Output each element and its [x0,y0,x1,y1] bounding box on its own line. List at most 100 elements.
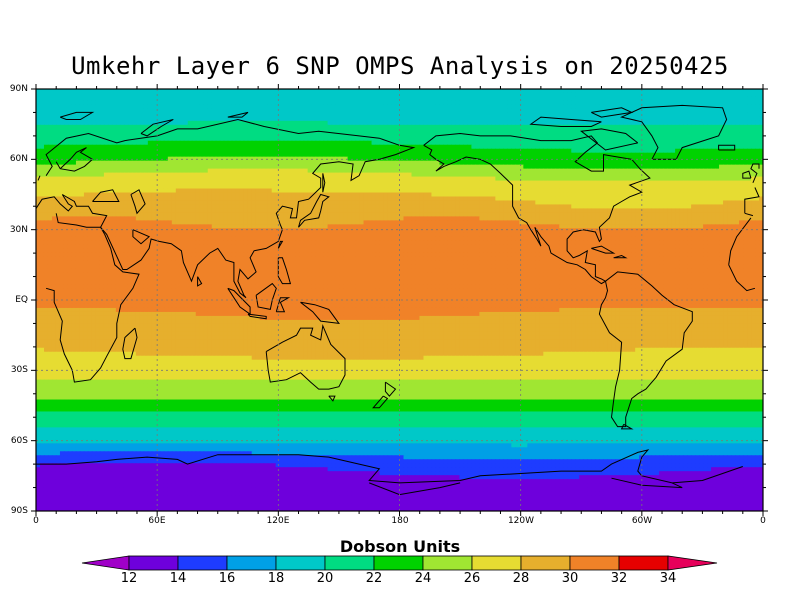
field-cell [263,196,269,202]
field-cell [183,112,189,118]
field-cell [367,168,373,174]
field-cell [395,184,401,190]
field-cell [99,180,105,186]
field-cell [379,128,385,134]
field-cell [275,144,281,150]
field-cell [411,172,417,178]
field-cell [447,140,453,146]
field-cell [511,176,516,182]
field-cell [523,116,528,122]
field-cell [115,140,121,146]
field-cell [435,92,441,98]
field-cell [399,100,405,106]
field-cell [299,116,305,122]
field-cell [287,89,293,94]
field-cell [311,152,317,158]
field-cell [643,160,648,166]
field-cell [287,172,293,178]
field-cell [363,120,369,126]
field-cell [463,152,468,158]
field-cell [387,108,393,114]
field-cell [591,184,596,190]
field-cell [127,196,133,202]
field-cell [123,100,129,106]
field-cell [379,192,385,198]
field-cell [567,172,572,178]
field-cell [115,196,121,202]
field-cell [267,116,273,122]
field-cell [715,144,720,150]
field-cell [639,100,644,106]
field-cell [131,104,137,110]
field-cell [167,92,173,98]
field-cell [195,92,201,98]
field-cell [535,124,540,130]
field-cell [227,116,233,122]
field-cell [187,188,193,194]
field-cell [663,124,668,130]
field-cell [563,96,568,102]
field-cell [635,188,640,194]
field-cell [307,180,313,186]
field-cell [155,128,161,134]
field-cell [659,108,664,114]
field-cell [591,172,596,178]
field-cell [415,192,421,198]
field-cell [731,192,736,198]
field-cell [567,188,572,194]
field-cell [435,184,441,190]
field-cell [743,172,748,178]
field-cell [235,180,241,186]
field-cell [523,156,528,162]
field-cell [243,188,249,194]
field-cell [695,120,700,126]
field-cell [663,164,668,170]
field-cell [207,188,213,194]
field-cell [691,136,696,142]
field-cell [383,132,389,138]
field-cell [163,160,169,166]
field-cell [715,120,720,126]
field-cell [123,112,129,118]
field-cell [507,184,512,190]
field-cell [51,172,57,178]
field-cell [663,140,668,146]
field-cell [495,192,500,198]
field-cell [511,89,516,94]
field-cell [183,128,189,134]
field-cell [251,184,257,190]
field-cell [363,156,369,162]
field-cell [403,112,409,118]
field-cell [383,136,389,142]
field-cell [587,89,592,94]
field-cell [559,96,564,102]
field-cell [251,108,257,114]
field-cell [159,180,165,186]
field-cell [551,92,556,98]
field-cell [255,136,261,142]
field-cell [387,152,393,158]
field-cell [419,92,425,98]
field-cell [351,104,357,110]
field-cell [183,124,189,130]
field-cell [675,192,680,198]
field-cell [387,184,393,190]
field-cell [271,108,277,114]
field-cell [551,148,556,154]
field-cell [631,192,636,198]
field-cell [447,128,453,134]
field-cell [155,180,161,186]
field-cell [635,116,640,122]
field-cell [303,124,309,130]
field-cell [623,92,628,98]
field-cell [663,160,668,166]
field-cell [227,92,233,98]
field-cell [547,89,552,94]
field-cell [347,108,353,114]
field-cell [539,184,544,190]
field-cell [295,116,301,122]
field-cell [115,120,121,126]
field-cell [359,132,365,138]
field-cell [111,136,117,142]
field-cell [583,124,588,130]
